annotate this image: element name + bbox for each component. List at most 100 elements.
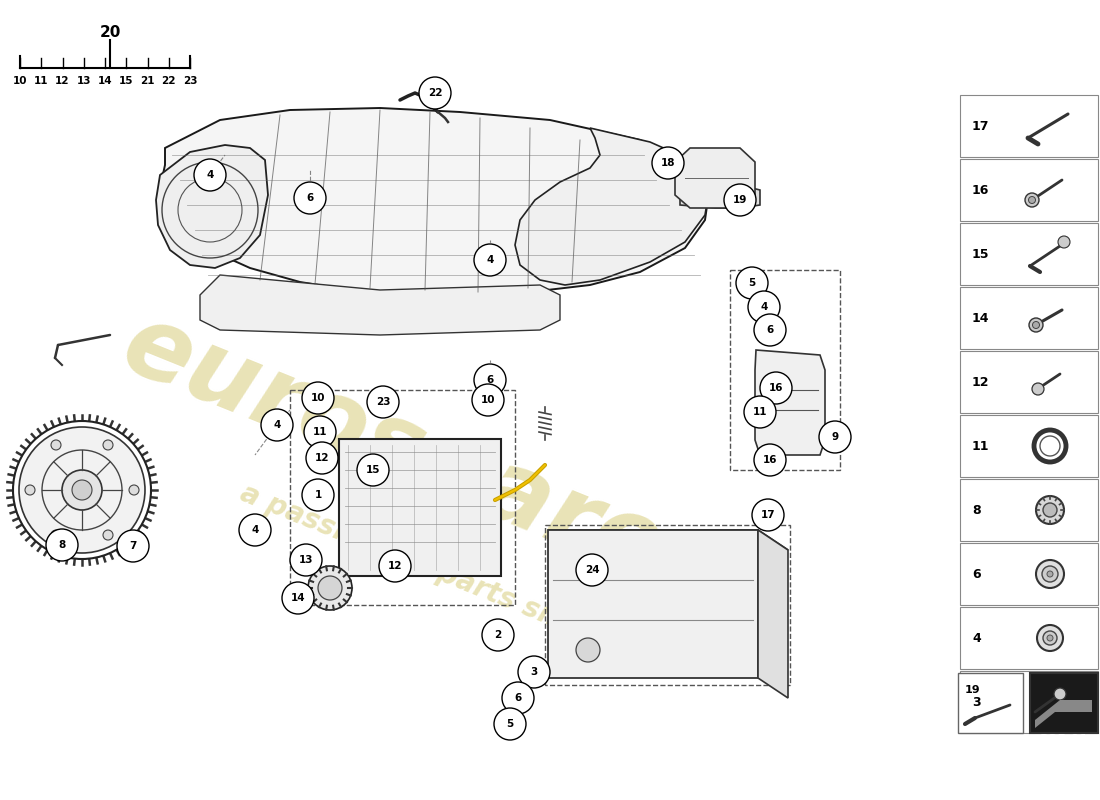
Circle shape [72,480,92,500]
Polygon shape [680,168,760,208]
Text: 12: 12 [972,375,990,389]
Text: eurospares: eurospares [109,297,732,623]
Circle shape [482,619,514,651]
Circle shape [46,529,78,561]
Polygon shape [1035,700,1092,728]
Circle shape [379,550,411,582]
Circle shape [748,291,780,323]
Polygon shape [548,530,758,678]
Bar [1030,673,1098,733]
Circle shape [752,499,784,531]
Circle shape [1025,193,1040,207]
Circle shape [1037,625,1063,651]
Text: 19: 19 [965,685,980,695]
Text: 11: 11 [972,439,990,453]
Circle shape [724,184,756,216]
Bar [958,673,1023,733]
Circle shape [117,530,148,562]
Circle shape [1028,318,1043,332]
Text: 12: 12 [315,453,329,463]
Bar [960,415,1098,477]
Bar [730,270,840,470]
Polygon shape [675,148,755,208]
Text: 11: 11 [34,76,48,86]
Bar [960,287,1098,349]
Circle shape [318,576,342,600]
Text: 10: 10 [310,393,326,403]
Polygon shape [758,530,788,698]
Circle shape [1036,560,1064,588]
Circle shape [1047,571,1053,577]
Circle shape [736,267,768,299]
Circle shape [358,454,389,486]
Text: 6: 6 [486,375,494,385]
Text: 6: 6 [972,567,980,581]
Circle shape [1058,236,1070,248]
Circle shape [754,444,786,476]
Text: 24: 24 [585,565,600,575]
Text: 10: 10 [13,76,28,86]
Text: 3: 3 [530,667,538,677]
Text: 8: 8 [972,503,980,517]
Circle shape [760,372,792,404]
Circle shape [419,77,451,109]
Text: 325 01: 325 01 [1040,733,1088,746]
Text: 19: 19 [733,195,747,205]
Circle shape [19,427,145,553]
Bar [960,95,1098,157]
Circle shape [474,244,506,276]
Text: 14: 14 [972,311,990,325]
Bar [290,390,515,605]
Circle shape [652,147,684,179]
Polygon shape [160,108,710,295]
Circle shape [194,159,226,191]
Circle shape [294,182,326,214]
Circle shape [103,530,113,540]
Text: 4: 4 [486,255,494,265]
Text: 5: 5 [748,278,756,288]
Circle shape [1036,496,1064,524]
Bar [544,525,790,685]
Text: 12: 12 [55,76,69,86]
Circle shape [62,470,102,510]
Circle shape [820,421,851,453]
Text: 4: 4 [207,170,213,180]
Text: 7: 7 [130,541,136,551]
Text: 2: 2 [494,630,502,640]
Text: 5: 5 [506,719,514,729]
Circle shape [103,440,113,450]
Bar [960,351,1098,413]
Circle shape [308,566,352,610]
Circle shape [1033,322,1039,329]
Text: 16: 16 [769,383,783,393]
Circle shape [239,514,271,546]
Circle shape [502,682,534,714]
Text: 15: 15 [972,247,990,261]
Bar [960,543,1098,605]
FancyBboxPatch shape [339,439,500,576]
Circle shape [261,409,293,441]
Circle shape [302,479,334,511]
Polygon shape [200,275,560,335]
Circle shape [472,384,504,416]
Text: 16: 16 [762,455,778,465]
Text: 17: 17 [761,510,776,520]
Bar [960,159,1098,221]
Bar [960,607,1098,669]
Circle shape [1032,383,1044,395]
Text: 6: 6 [767,325,773,335]
Text: 9: 9 [832,432,838,442]
Text: 4: 4 [273,420,280,430]
Text: 18: 18 [661,158,675,168]
Text: 13: 13 [299,555,314,565]
Text: 4: 4 [251,525,258,535]
Circle shape [474,364,506,396]
Bar [960,479,1098,541]
Polygon shape [156,145,268,268]
Text: 3: 3 [972,695,980,709]
Text: 15: 15 [119,76,133,86]
Circle shape [25,485,35,495]
Bar [960,671,1098,733]
Circle shape [576,638,600,662]
Text: 4: 4 [760,302,768,312]
